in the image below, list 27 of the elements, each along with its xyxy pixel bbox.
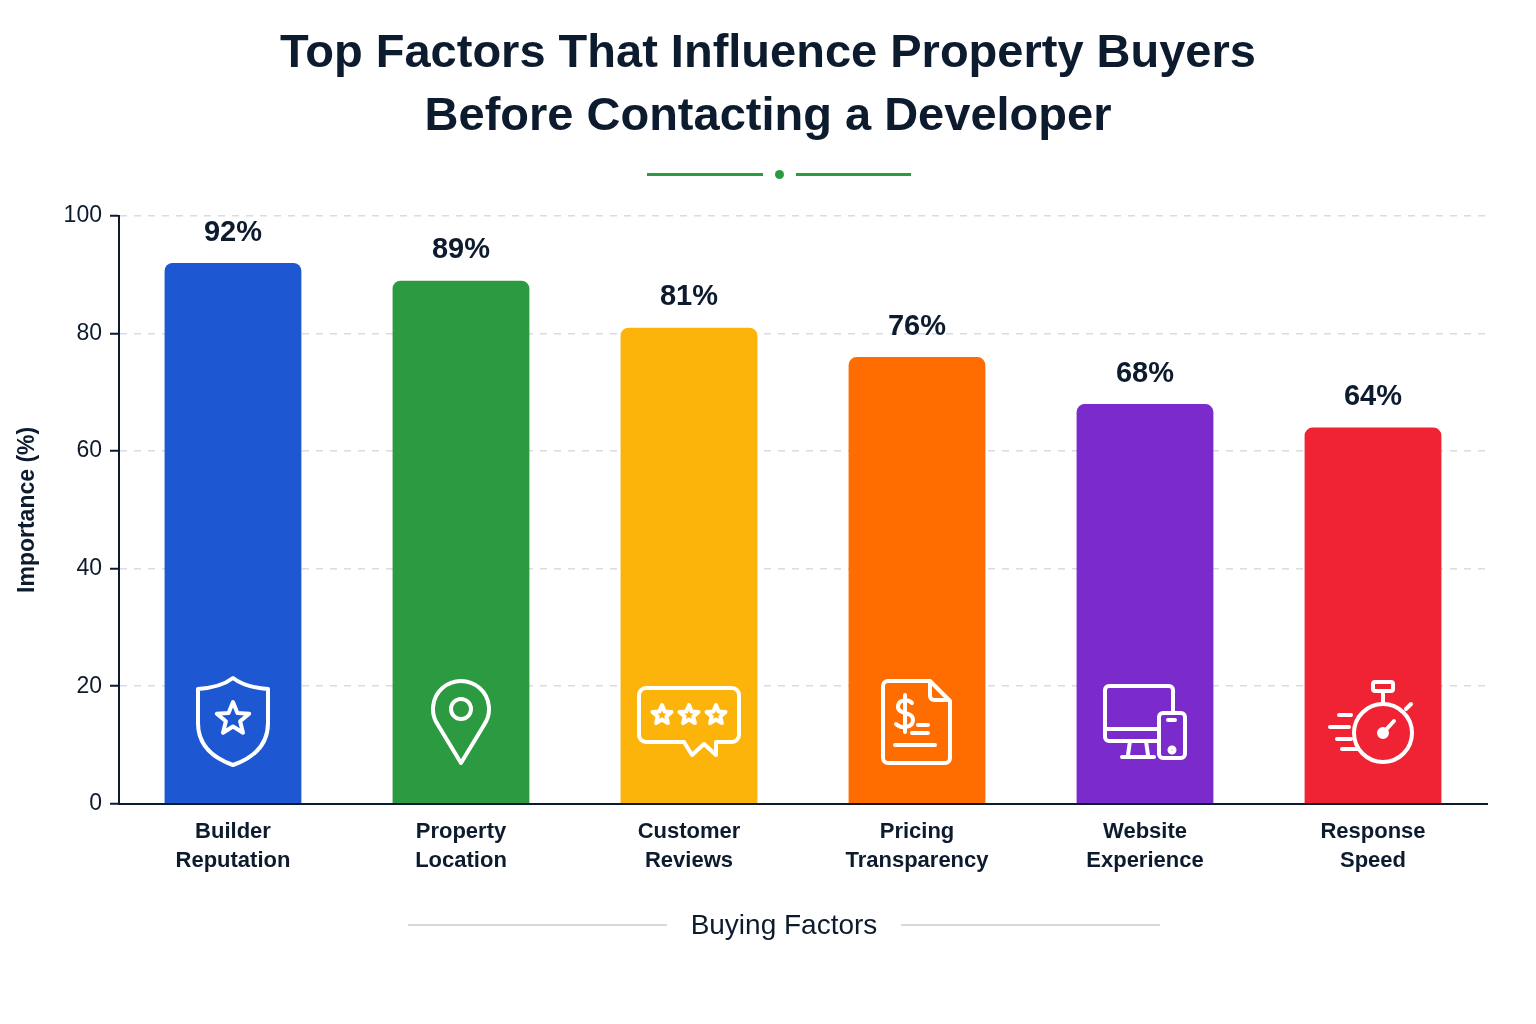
bar	[848, 357, 986, 804]
data-label: 92%	[203, 214, 263, 247]
bar	[392, 280, 530, 804]
bar	[620, 327, 758, 804]
y-axis-title: Importance (%)	[13, 426, 40, 593]
bar	[164, 263, 302, 804]
y-tick-label: 0	[89, 789, 102, 816]
y-tick-label: 60	[76, 436, 102, 463]
data-label: 68%	[1115, 355, 1175, 388]
chart-title: Top Factors That Influence Property Buyers Before Contacting a Developer	[279, 23, 1257, 142]
y-tick-label: 80	[76, 318, 102, 345]
data-label: 89%	[431, 232, 491, 265]
x-tick-label: Response Speed	[1320, 818, 1426, 872]
x-tick-label: Pricing Transparency	[845, 818, 990, 872]
bar	[1304, 427, 1442, 804]
x-tick-label: Builder Reputation	[175, 818, 291, 872]
data-label: 64%	[1343, 379, 1403, 412]
y-tick-label: 100	[63, 201, 102, 228]
x-tick-label: Website Experience	[1086, 818, 1204, 872]
bar	[1076, 404, 1214, 804]
y-tick-label: 20	[76, 671, 102, 698]
x-axis-title: Buying Factors	[689, 909, 879, 941]
x-tick-label: Customer Reviews	[637, 818, 741, 872]
data-label: 76%	[887, 308, 947, 341]
y-tick-label: 40	[76, 554, 102, 581]
x-tick-label: Property Location	[415, 818, 507, 872]
data-label: 81%	[659, 279, 719, 312]
